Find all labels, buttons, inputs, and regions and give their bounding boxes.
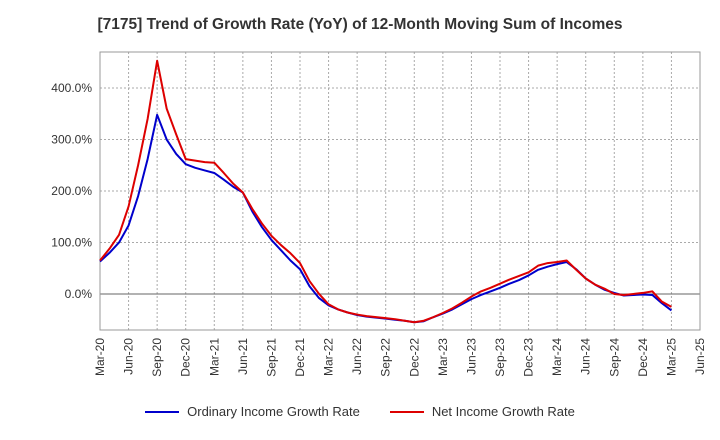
legend-item: Net Income Growth Rate — [389, 404, 575, 419]
grid-layer — [100, 52, 700, 330]
legend-label: Net Income Growth Rate — [431, 404, 575, 419]
y-tick-label: 300.0% — [51, 133, 92, 147]
x-tick-label: Jun-21 — [236, 338, 250, 375]
x-tick-label: Jun-24 — [579, 338, 593, 375]
x-tick-label: Mar-22 — [322, 338, 336, 376]
legend: Ordinary Income Growth Rate Net Income Gr… — [0, 404, 720, 419]
x-tick-label: Dec-22 — [407, 338, 421, 377]
legend-label: Ordinary Income Growth Rate — [187, 404, 360, 419]
x-tick-label: Mar-25 — [664, 338, 678, 376]
y-tick-label: 200.0% — [51, 184, 92, 198]
x-tick-label: Mar-20 — [93, 338, 107, 376]
x-tick-label: Sep-23 — [493, 338, 507, 377]
x-tick-label: Mar-23 — [436, 338, 450, 376]
x-tick-label: Dec-21 — [293, 338, 307, 377]
legend-item: Ordinary Income Growth Rate — [145, 404, 360, 419]
y-tick-label: 0.0% — [65, 287, 93, 301]
x-tick-label: Sep-22 — [379, 338, 393, 377]
x-tick-label: Jun-25 — [693, 338, 707, 375]
series-layer — [99, 59, 673, 324]
legend-swatch — [389, 410, 424, 413]
y-tick-label: 100.0% — [51, 235, 92, 249]
x-tick-label: Sep-21 — [264, 338, 278, 377]
x-tick-label: Jun-20 — [122, 338, 136, 375]
axis-layer: Mar-20 Jun-20 Sep-20 Dec-20 Mar-21 Jun-21 Sep-… — [51, 81, 707, 377]
chart-title: [7175] Trend of Growth Rate (YoY) of 12-… — [97, 16, 623, 33]
y-tick-label: 400.0% — [51, 81, 92, 95]
x-tick-label: Sep-20 — [150, 338, 164, 377]
x-tick-label: Mar-21 — [207, 338, 221, 376]
plot-frame — [99, 51, 701, 331]
x-tick-label: Dec-23 — [522, 338, 536, 377]
x-tick-label: Dec-20 — [179, 338, 193, 377]
legend-swatch — [145, 410, 180, 413]
series-line-net-income — [99, 59, 672, 324]
x-tick-label: Dec-24 — [636, 338, 650, 377]
x-tick-label: Sep-24 — [607, 338, 621, 377]
x-tick-label: Jun-22 — [350, 338, 364, 375]
x-tick-label: Mar-24 — [550, 338, 564, 376]
x-tick-label: Jun-23 — [464, 338, 478, 375]
